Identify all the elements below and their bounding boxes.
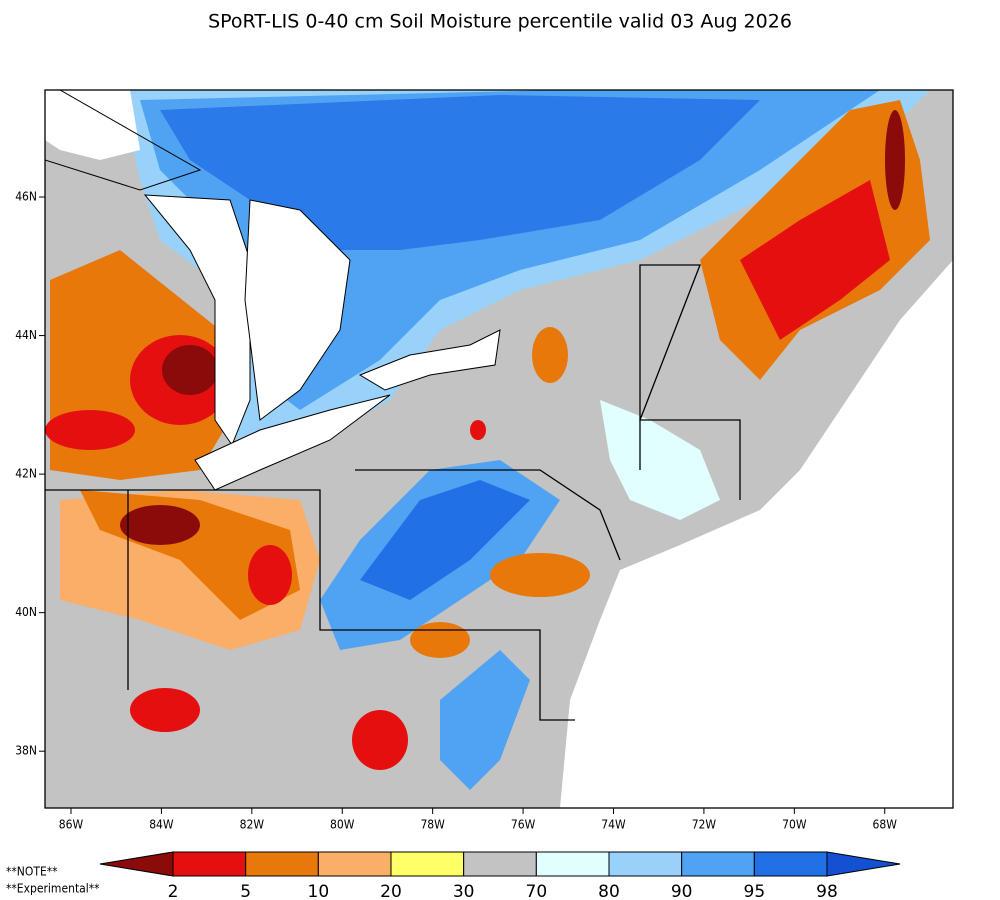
note: **NOTE** bbox=[6, 865, 58, 879]
colorbar-bin bbox=[681, 851, 755, 877]
x-tick-label: 74W bbox=[601, 818, 626, 832]
colorbar-label: 2 bbox=[168, 882, 179, 900]
y-tick-label: 46N bbox=[15, 190, 37, 204]
y-tick-label: 44N bbox=[15, 328, 37, 342]
colorbar-label: 70 bbox=[526, 882, 548, 900]
colorbar-bin bbox=[608, 851, 683, 877]
x-tick-label: 84W bbox=[149, 818, 174, 832]
x-tick-label: 80W bbox=[330, 818, 355, 832]
map-field bbox=[45, 90, 953, 808]
title: SPoRT-LIS 0-40 cm Soil Moisture percenti… bbox=[208, 11, 792, 33]
note: **Experimental** bbox=[6, 882, 100, 896]
colorbar-bin bbox=[245, 851, 319, 877]
x-tick-label: 72W bbox=[692, 818, 717, 832]
y-tick-label: 40N bbox=[15, 605, 37, 619]
x-tick-label: 82W bbox=[240, 818, 265, 832]
y-tick-label: 42N bbox=[15, 467, 37, 481]
colorbar-label: 98 bbox=[816, 882, 838, 900]
colorbar-label: 80 bbox=[598, 882, 620, 900]
colorbar-label: 95 bbox=[744, 882, 766, 900]
colorbar-high bbox=[826, 851, 901, 877]
x-tick-label: 68W bbox=[873, 818, 898, 832]
y-tick-label: 38N bbox=[15, 744, 37, 758]
colorbar-bin bbox=[753, 851, 828, 877]
colorbar-bin bbox=[390, 851, 465, 877]
x-tick-label: 70W bbox=[782, 818, 807, 832]
colorbar-bin bbox=[535, 851, 610, 877]
colorbar-low bbox=[99, 851, 174, 877]
colorbar-bin bbox=[172, 851, 247, 877]
colorbar-label: 5 bbox=[240, 882, 251, 900]
x-tick-label: 86W bbox=[59, 818, 84, 832]
x-tick-label: 78W bbox=[420, 818, 445, 832]
colorbar-label: 90 bbox=[671, 882, 693, 900]
colorbar-label: 20 bbox=[380, 882, 402, 900]
map-frame bbox=[44, 89, 954, 809]
x-tick-label: 76W bbox=[511, 818, 536, 832]
colorbar-bin bbox=[463, 851, 537, 877]
colorbar-label: 30 bbox=[453, 882, 475, 900]
colorbar-label: 10 bbox=[308, 882, 330, 900]
colorbar-bin bbox=[317, 851, 392, 877]
